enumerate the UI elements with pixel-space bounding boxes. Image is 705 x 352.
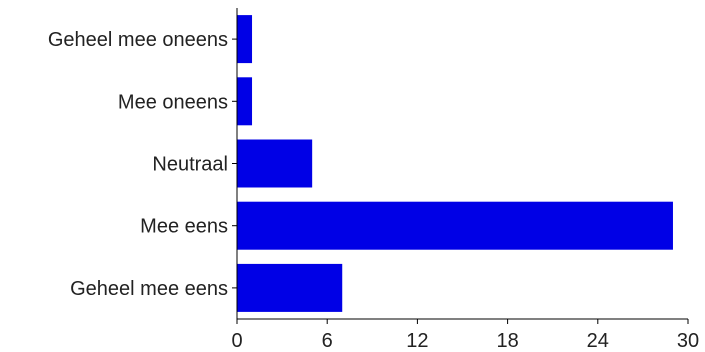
y-axis-ticks: Geheel mee oneens Mee oneens Neutraal Mee e… — [48, 29, 237, 300]
bar — [237, 201, 673, 250]
x-axis-ticks: 0 6 12 18 24 30 — [231, 319, 699, 352]
x-tick-label: 30 — [677, 330, 699, 352]
x-tick-label: 6 — [322, 330, 333, 352]
y-tick-label: Mee eens — [140, 216, 228, 238]
bar — [237, 263, 343, 312]
y-tick-label: Mee oneens — [118, 91, 228, 113]
x-tick-label: 18 — [496, 330, 518, 352]
bar — [237, 15, 253, 64]
x-tick-label: 12 — [406, 330, 428, 352]
bars-group — [237, 15, 673, 312]
bar — [237, 139, 313, 188]
y-tick-label: Geheel mee oneens — [48, 29, 228, 51]
bar — [237, 77, 253, 126]
x-tick-label: 24 — [587, 330, 609, 352]
x-tick-label: 0 — [231, 330, 242, 352]
y-tick-label: Geheel mee eens — [70, 278, 228, 300]
y-tick-label: Neutraal — [152, 154, 228, 176]
